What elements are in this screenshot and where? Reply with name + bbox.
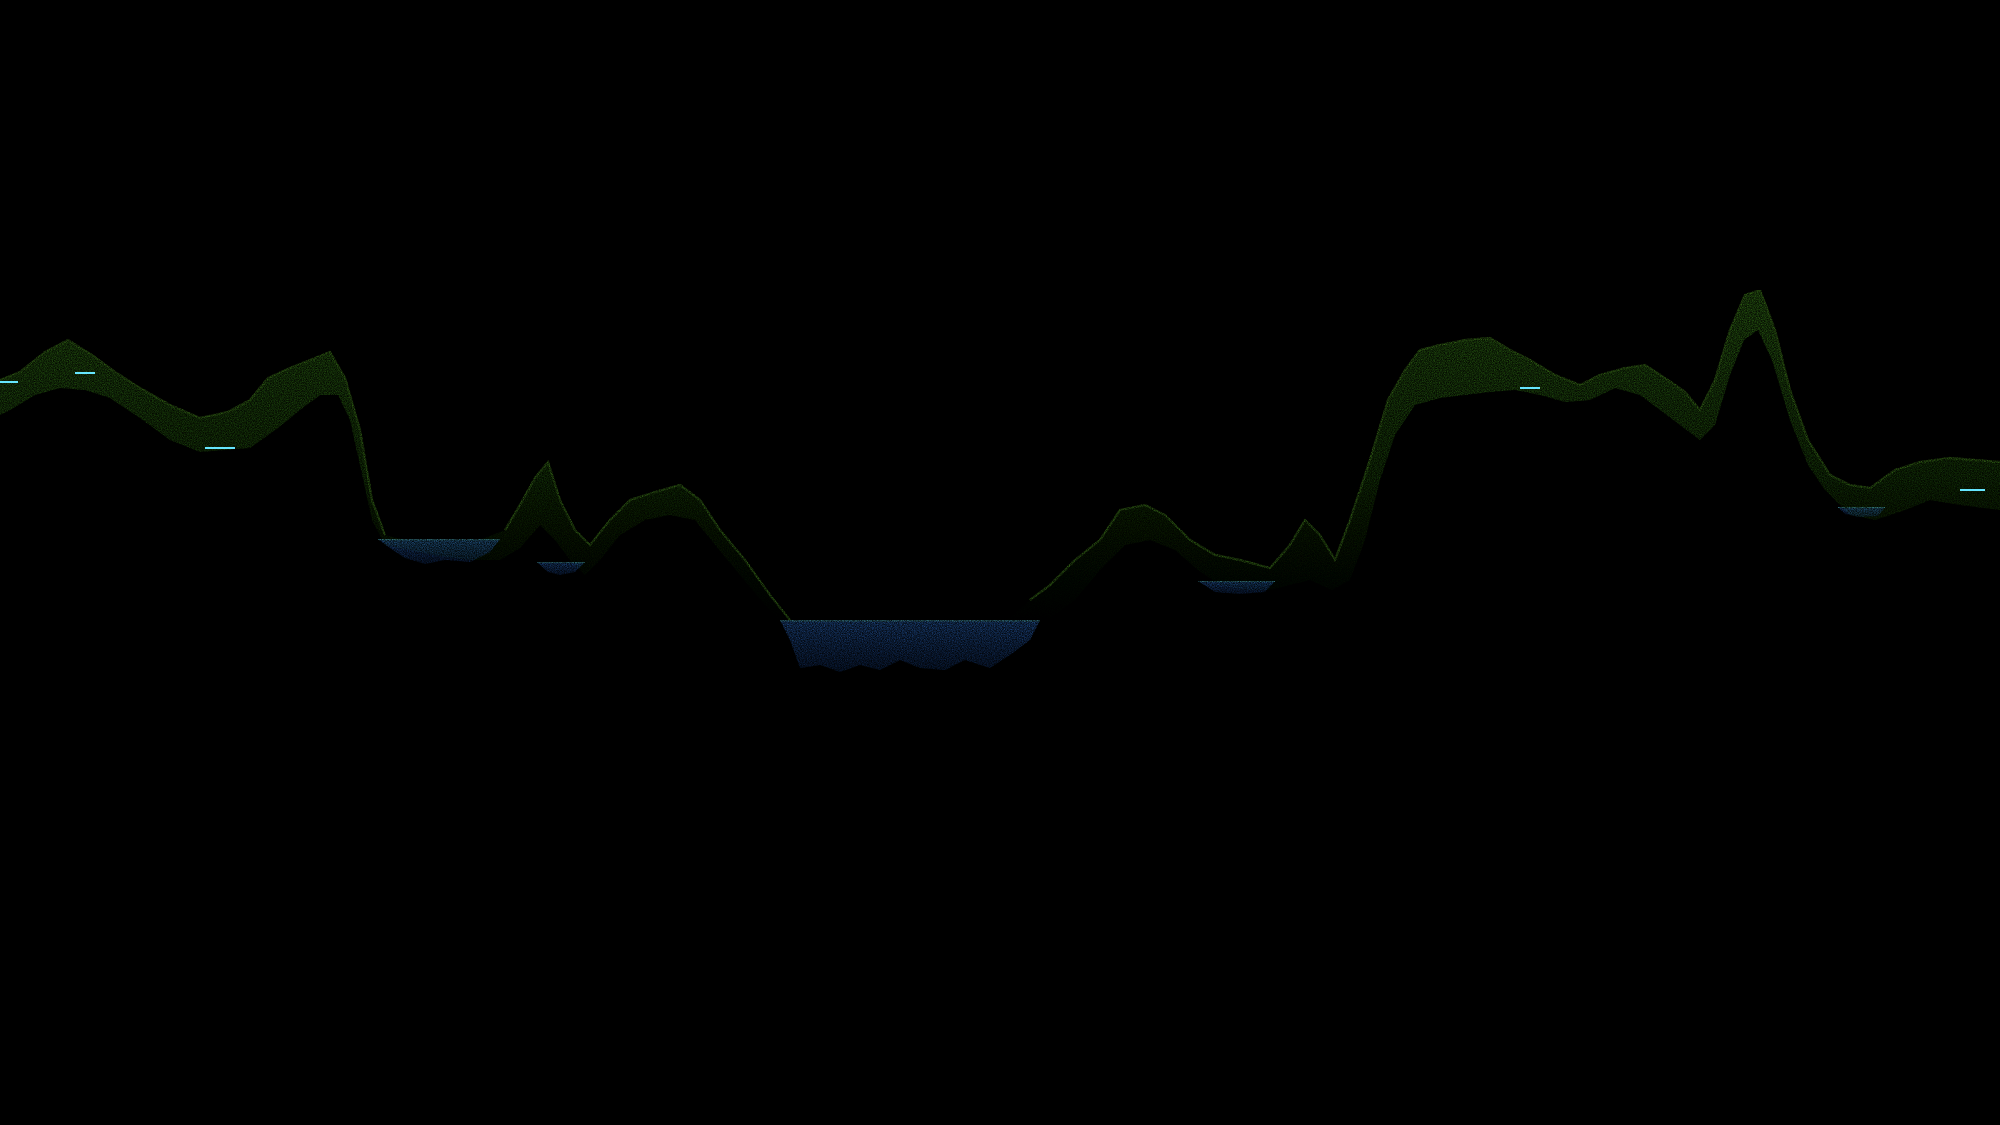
water-speck-far-left [0, 372, 1985, 491]
terrain-band [0, 290, 2000, 630]
water-body-right [1838, 506, 1885, 517]
terrain-ridge [0, 288, 2000, 630]
water-basin [537, 562, 585, 575]
water-bodies [0, 372, 1985, 672]
water-basin [1198, 581, 1275, 594]
water-body-large [780, 618, 1040, 672]
water-basin [1838, 507, 1885, 517]
water-body-small-left [537, 561, 585, 575]
ridge-highlight [0, 288, 2000, 621]
water-body-left [378, 537, 500, 564]
water-body-mid-right [1198, 580, 1275, 594]
water-basin [378, 539, 500, 564]
water-basin [780, 620, 1040, 672]
